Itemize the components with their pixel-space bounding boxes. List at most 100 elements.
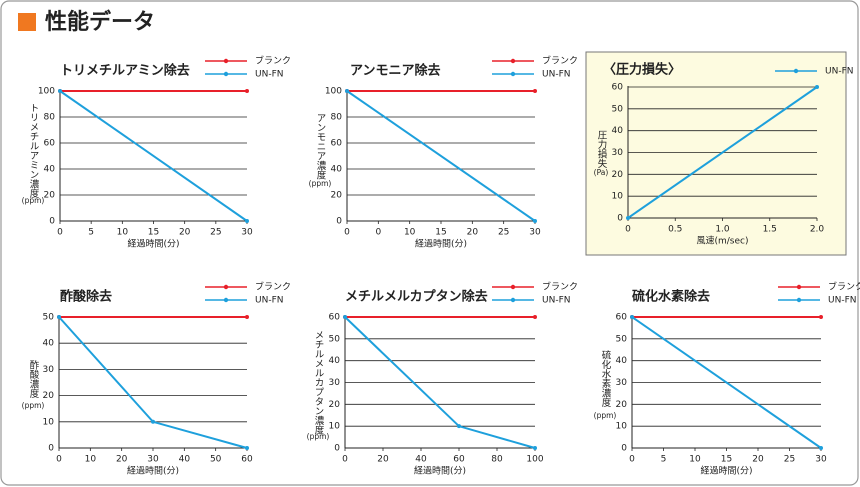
- x-tick-label: 15: [721, 455, 732, 465]
- x-tick-label: 25: [784, 455, 795, 465]
- x-tick-label: 0: [344, 228, 350, 238]
- legend-label: ブランク: [255, 55, 291, 67]
- y-tick-label: 30: [43, 365, 55, 375]
- x-tick-label: 80: [491, 455, 503, 465]
- x-axis-label: 経過時間(分): [415, 238, 467, 250]
- y-axis-label: アンモニア濃度: [315, 113, 327, 180]
- y-tick-label: 0: [48, 444, 54, 454]
- y-tick-label: 100: [325, 87, 342, 97]
- legend-dot: [223, 58, 229, 64]
- x-tick-label: 15: [148, 228, 159, 238]
- point: [345, 89, 349, 93]
- legend-dot: [793, 68, 799, 74]
- x-tick-label: 10: [85, 455, 97, 465]
- point: [630, 315, 634, 319]
- x-tick-label: 20: [179, 228, 191, 238]
- x-tick-label: 100: [526, 455, 543, 465]
- legend-label: UN-FN: [828, 296, 856, 306]
- y-tick-label: 0: [334, 444, 340, 454]
- series-line: [631, 316, 822, 449]
- x-tick-label: 30: [529, 228, 541, 238]
- point: [58, 89, 62, 93]
- x-tick-label: 0.5: [668, 225, 682, 235]
- x-tick-label: 15: [435, 228, 446, 238]
- x-axis-label: 経過時間(分): [127, 465, 179, 477]
- x-tick-label: 40: [179, 455, 191, 465]
- legend-label: UN-FN: [255, 70, 283, 80]
- x-tick-label: 0: [57, 228, 63, 238]
- y-tick-label: 50: [612, 104, 624, 114]
- y-tick-label: 80: [44, 113, 56, 123]
- chart-title: トリメチルアミン除去: [60, 63, 190, 79]
- y-tick-label: 10: [616, 422, 628, 432]
- x-tick-label: 20: [752, 455, 764, 465]
- legend-dot: [796, 297, 802, 303]
- x-tick-label: 10: [689, 455, 701, 465]
- series-line: [627, 86, 818, 219]
- x-tick-label: 60: [453, 455, 465, 465]
- point: [626, 216, 630, 220]
- point: [57, 315, 61, 319]
- y-tick-label: 0: [617, 214, 623, 224]
- y-tick-label: 30: [612, 148, 624, 158]
- x-tick-label: 25: [498, 228, 509, 238]
- y-axis-label: メチルメルカプタン濃度: [313, 330, 325, 435]
- x-axis-label: 経過時間(分): [700, 465, 752, 477]
- x-tick-label: 0: [375, 228, 381, 238]
- legend-label: ブランク: [542, 55, 578, 67]
- legend-label: ブランク: [828, 281, 860, 293]
- y-tick-label: 20: [612, 170, 624, 180]
- y-axis-unit: (ppm): [309, 179, 332, 188]
- y-tick-label: 10: [329, 422, 341, 432]
- x-tick-label: 20: [116, 455, 128, 465]
- x-tick-label: 5: [88, 228, 94, 238]
- y-tick-label: 30: [329, 378, 341, 388]
- point: [819, 446, 823, 450]
- y-axis-unit: (ppm): [307, 432, 330, 441]
- y-tick-label: 60: [612, 83, 624, 93]
- x-tick-label: 30: [815, 455, 827, 465]
- legend-dot: [510, 297, 516, 303]
- series-line: [346, 90, 536, 222]
- y-tick-label: 40: [331, 165, 343, 175]
- chart-title: アンモニア除去: [350, 63, 440, 79]
- legend-dot: [796, 284, 802, 290]
- point: [245, 89, 249, 93]
- y-tick-label: 40: [329, 356, 341, 366]
- chart-title: 〈圧力損失〉: [603, 62, 681, 78]
- point: [457, 424, 461, 429]
- x-tick-label: 0: [625, 225, 631, 235]
- y-tick-label: 40: [612, 126, 624, 136]
- x-tick-label: 20: [377, 455, 389, 465]
- x-axis-label: 経過時間(分): [414, 465, 466, 477]
- x-tick-label: 25: [210, 228, 221, 238]
- x-tick-label: 1.5: [763, 225, 777, 235]
- x-tick-label: 1.0: [715, 225, 730, 235]
- point: [815, 85, 819, 89]
- legend-dot: [510, 58, 516, 64]
- x-tick-label: 60: [241, 455, 253, 465]
- y-tick-label: 60: [331, 139, 343, 149]
- y-tick-label: 30: [616, 378, 628, 388]
- y-tick-label: 50: [616, 334, 628, 344]
- legend-label: UN-FN: [542, 296, 570, 306]
- legend-dot: [223, 71, 229, 77]
- legend-label: ブランク: [542, 281, 578, 293]
- y-tick-label: 0: [621, 444, 627, 454]
- y-axis-label: 硫化水素濃度: [600, 349, 612, 408]
- point: [245, 219, 249, 223]
- x-tick-label: 2.0: [810, 225, 825, 235]
- chart-title: メチルメルカプタン除去: [345, 289, 488, 305]
- x-tick-label: 10: [404, 228, 416, 238]
- x-axis-label: 経過時間(分): [127, 238, 179, 250]
- header-icon: [18, 13, 36, 31]
- y-axis-unit: (ppm): [22, 401, 45, 410]
- legend-label: ブランク: [255, 281, 291, 293]
- x-tick-label: 0: [629, 455, 635, 465]
- legend-dot: [510, 284, 516, 290]
- y-tick-label: 10: [612, 192, 624, 202]
- point: [151, 419, 155, 424]
- y-axis-label: 酢酸濃度: [28, 359, 40, 399]
- point: [343, 315, 347, 319]
